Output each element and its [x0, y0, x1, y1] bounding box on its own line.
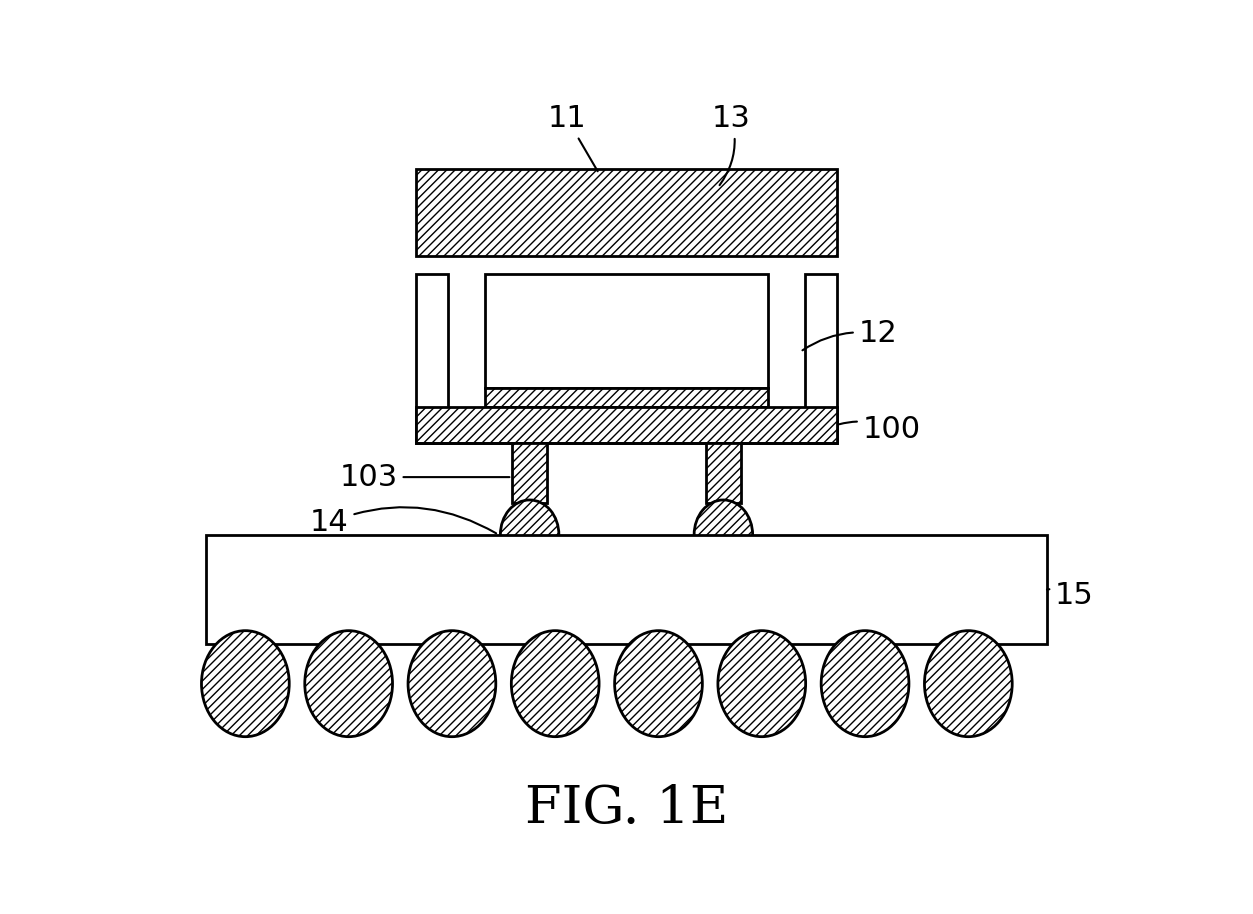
- Bar: [485, 388, 768, 407]
- Bar: [416, 169, 837, 256]
- Ellipse shape: [500, 500, 559, 569]
- Ellipse shape: [925, 631, 1012, 737]
- Text: 12: 12: [802, 319, 897, 350]
- Bar: [485, 274, 768, 388]
- Ellipse shape: [694, 500, 753, 569]
- Ellipse shape: [615, 631, 703, 737]
- Ellipse shape: [511, 631, 599, 737]
- Ellipse shape: [304, 631, 392, 737]
- Ellipse shape: [821, 631, 908, 737]
- Text: 14: 14: [309, 507, 496, 537]
- Bar: [512, 443, 548, 503]
- Ellipse shape: [408, 631, 496, 737]
- Text: FIG. 1E: FIG. 1E: [525, 783, 728, 834]
- Bar: [705, 443, 741, 503]
- Text: 103: 103: [340, 462, 510, 492]
- Ellipse shape: [202, 631, 289, 737]
- Text: 15: 15: [1048, 581, 1094, 611]
- Bar: [804, 274, 837, 443]
- Ellipse shape: [718, 631, 806, 737]
- Bar: [205, 535, 1048, 644]
- Text: 13: 13: [712, 104, 751, 186]
- Bar: [416, 407, 837, 443]
- Text: 11: 11: [548, 104, 598, 171]
- Bar: [416, 274, 449, 443]
- Text: 100: 100: [840, 415, 921, 444]
